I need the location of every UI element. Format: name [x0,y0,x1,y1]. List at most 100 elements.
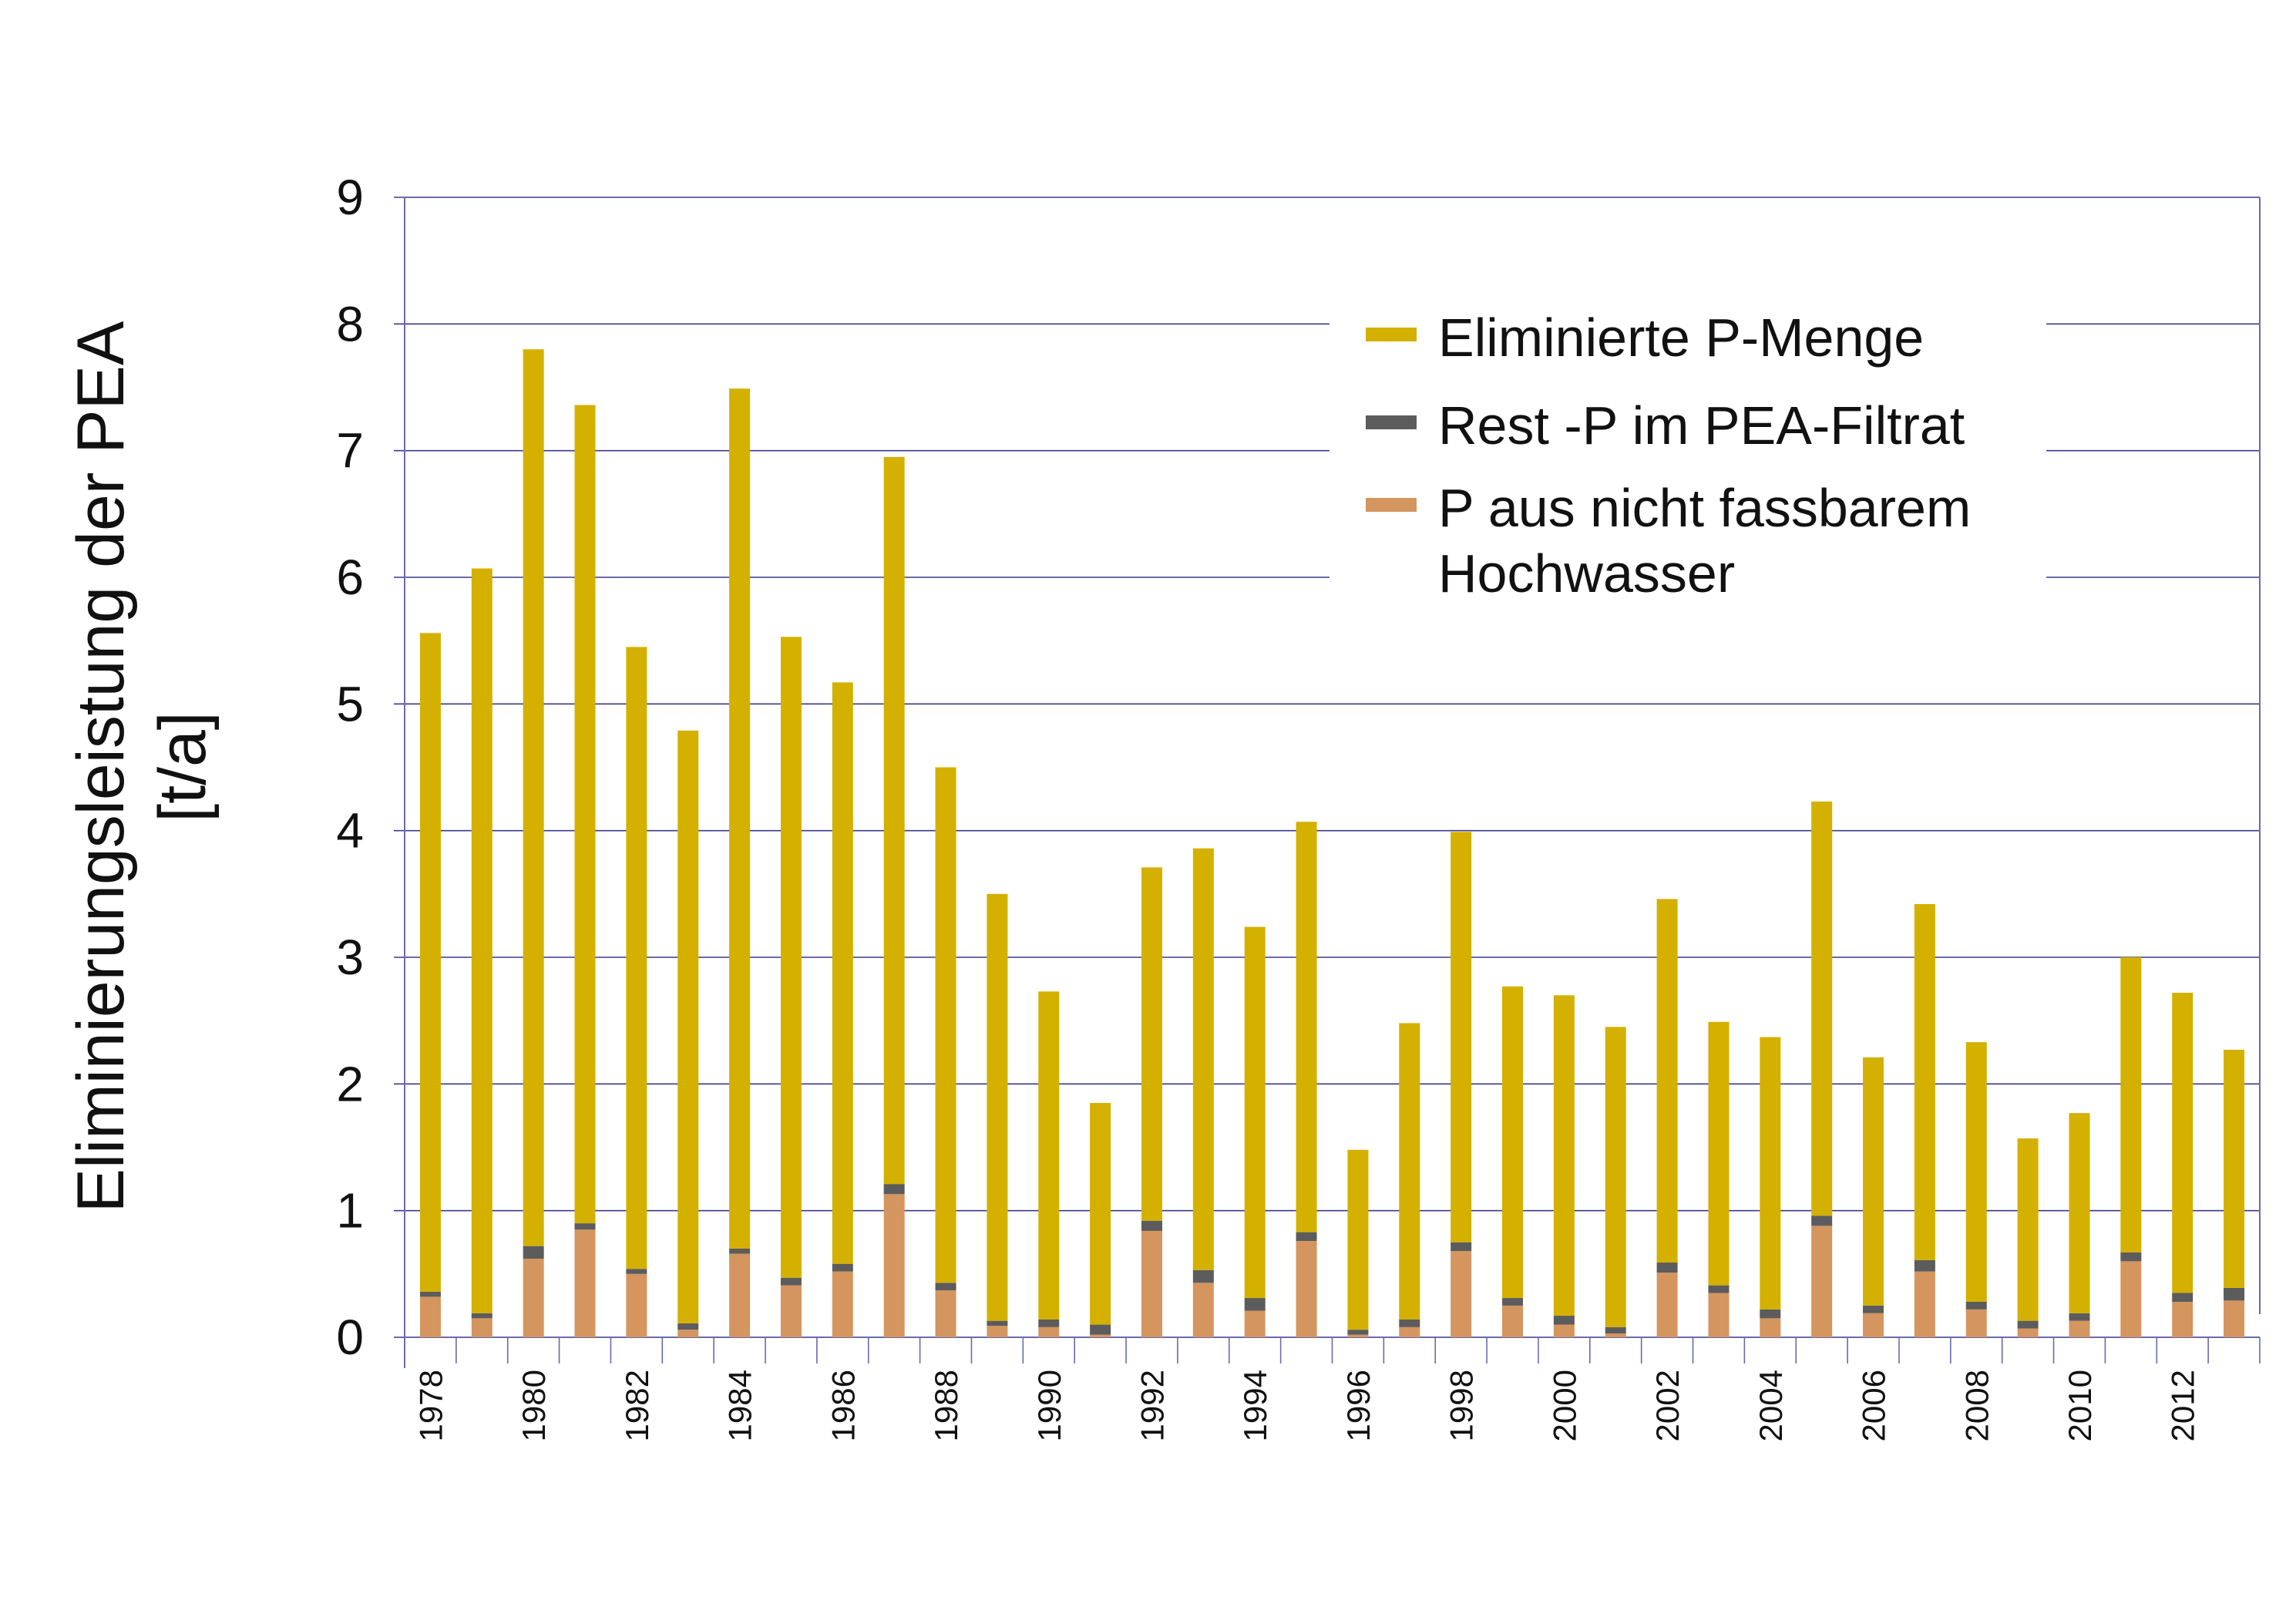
x-tick-label: 1996 [1340,1370,1377,1441]
y-tick-label: 2 [336,1056,364,1111]
x-tick-label: 1984 [722,1370,758,1441]
y-tick-label: 4 [336,803,364,859]
bar-rest_p-1981 [574,1223,596,1230]
bar-p_hochwasser-1995 [1296,1241,1317,1337]
x-tick-label: 2006 [1856,1370,1892,1441]
bar-rest_p-1992 [1141,1220,1162,1231]
bar-p_hochwasser-2000 [1553,1324,1575,1337]
bar-eliminiert-2007 [1914,903,1935,1260]
bar-eliminiert-2008 [1965,1042,1987,1302]
x-tick-label: 2002 [1649,1370,1686,1441]
bar-rest_p-1996 [1347,1330,1369,1335]
bar-p_hochwasser-1989 [987,1326,1008,1337]
bar-rest_p-1993 [1192,1269,1214,1283]
bar-p_hochwasser-1982 [626,1273,647,1337]
bar-p_hochwasser-2009 [2017,1328,2039,1337]
bar-p_hochwasser-1983 [677,1330,699,1337]
bar-p_hochwasser-1996 [1347,1334,1369,1337]
bar-rest_p-2002 [1656,1263,1678,1273]
bar-p_hochwasser-1980 [523,1259,544,1337]
bar-p_hochwasser-1992 [1141,1230,1162,1337]
bar-rest_p-2007 [1914,1259,1935,1272]
y-axis-label-line: [t/a] [146,711,220,822]
bar-eliminiert-2013 [2224,1049,2245,1288]
bar-eliminiert-2011 [2120,957,2142,1252]
x-tick-label: 1994 [1237,1370,1273,1441]
bar-eliminiert-1989 [987,893,1008,1321]
bar-p_hochwasser-1994 [1244,1310,1266,1337]
bar-p_hochwasser-1993 [1192,1283,1214,1337]
bar-eliminiert-1993 [1192,848,1214,1270]
grid-lines [394,197,2260,1338]
legend-label: Rest -P im PEA-Filtrat [1438,395,1965,456]
bar-p_hochwasser-1984 [729,1253,751,1337]
bar-p_hochwasser-1987 [883,1194,905,1337]
legend: Eliminierte P-Menge Rest -P im PEA-Filtra… [1330,284,2046,604]
bar-eliminiert-1979 [471,568,492,1313]
bar-rest_p-2000 [1553,1316,1575,1325]
bar-rest_p-1989 [987,1320,1008,1326]
axes [404,197,2261,1368]
bar-rest_p-2009 [2017,1320,2039,1329]
x-tick-label: 2004 [1753,1370,1789,1441]
bar-p_hochwasser-1981 [574,1229,596,1337]
bar-eliminiert-2010 [2069,1113,2090,1313]
bar-eliminiert-2001 [1605,1027,1626,1327]
bar-rest_p-2013 [2224,1287,2245,1301]
bar-rest_p-1990 [1038,1319,1060,1327]
x-tick-label: 2008 [1958,1370,1995,1441]
bar-p_hochwasser-2012 [2172,1301,2193,1337]
bar-eliminiert-1994 [1244,926,1266,1299]
bar-eliminiert-1982 [626,647,647,1269]
bar-p_hochwasser-1986 [832,1271,853,1337]
bar-p_hochwasser-2001 [1605,1333,1626,1337]
bar-eliminiert-1983 [677,730,699,1323]
bar-rest_p-1978 [419,1291,441,1297]
legend-swatch [1366,415,1417,429]
x-tick-labels: 1978 1980 1982 1984 1986 1988 1990 1992 1994 1996… [412,1370,2200,1441]
bar-eliminiert-1985 [780,637,802,1278]
bar-rest_p-1986 [832,1263,853,1272]
bar-eliminiert-2003 [1708,1021,1730,1286]
y-tick-label: 0 [336,1310,364,1365]
bar-rest_p-1987 [883,1184,905,1195]
bar-rest_p-1995 [1296,1232,1317,1242]
bar-rest_p-2003 [1708,1285,1730,1293]
bar-eliminiert-1995 [1296,822,1317,1232]
y-tick-label: 8 [336,296,364,351]
bar-rest_p-1979 [471,1313,492,1319]
bar-eliminiert-2000 [1553,995,1575,1316]
bar-p_hochwasser-1990 [1038,1326,1060,1337]
y-tick-label: 7 [336,423,364,479]
legend-label: Eliminierte P-Menge [1438,308,1924,368]
bar-p_hochwasser-1985 [780,1285,802,1337]
legend-swatch [1366,328,1417,341]
bar-eliminiert-1996 [1347,1149,1369,1330]
bar-p_hochwasser-2007 [1914,1271,1935,1337]
y-axis-label-line: Eliminierungsleistung der PEA [64,321,138,1212]
bar-p_hochwasser-2008 [1965,1309,1987,1337]
bars [419,349,2245,1337]
bar-rest_p-2012 [2172,1293,2193,1302]
bar-rest_p-1982 [626,1269,647,1274]
bar-eliminiert-2012 [2172,993,2193,1293]
bar-rest_p-2001 [1605,1326,1626,1334]
x-tick-label: 1988 [928,1370,964,1441]
bar-p_hochwasser-2004 [1760,1318,1781,1337]
bar-rest_p-1980 [523,1246,544,1259]
x-tick-label: 1992 [1134,1370,1170,1441]
x-tick-label: 1980 [516,1370,552,1441]
bar-p_hochwasser-1991 [1090,1334,1111,1337]
bar-eliminiert-1986 [832,682,853,1264]
x-tick-label: 1998 [1444,1370,1480,1441]
bar-rest_p-1984 [729,1248,751,1254]
bar-eliminiert-2006 [1863,1057,1884,1306]
bar-eliminiert-1990 [1038,991,1060,1320]
legend-box [1330,284,2046,593]
bar-eliminiert-1988 [935,767,956,1283]
bar-eliminiert-1981 [574,405,596,1224]
y-tick-label: 5 [336,676,364,731]
x-tick-label: 2012 [2165,1370,2201,1441]
bar-eliminiert-1980 [523,349,544,1246]
bar-rest_p-2011 [2120,1252,2142,1262]
